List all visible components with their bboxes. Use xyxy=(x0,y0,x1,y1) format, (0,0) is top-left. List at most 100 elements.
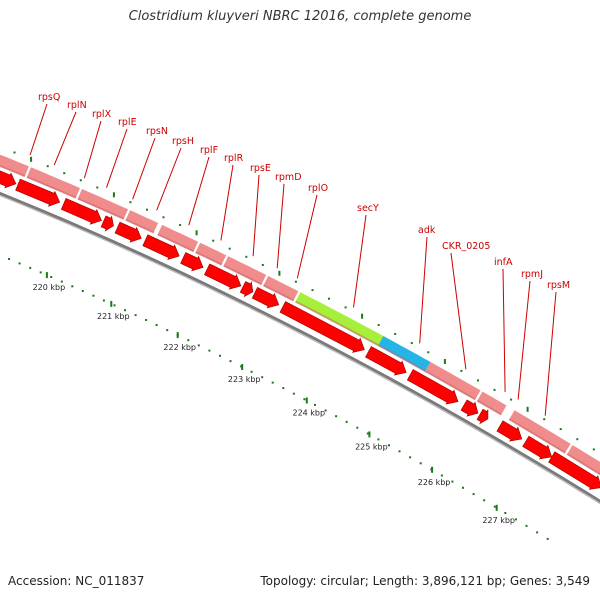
track-tick xyxy=(410,342,413,345)
gene-label-secy: secY xyxy=(357,203,379,214)
track-gene-13 xyxy=(509,410,571,454)
ruler-major-tick xyxy=(241,364,244,370)
ruler-major-tick xyxy=(176,332,179,339)
genome-summary-text: Topology: circular; Length: 3,896,121 bp… xyxy=(260,574,590,588)
leader-rplr xyxy=(220,164,234,241)
leader-rpsh xyxy=(156,147,182,211)
ruler-dot xyxy=(314,403,316,406)
cds-arrow-15 xyxy=(496,420,523,442)
ruler-dot xyxy=(324,409,327,412)
track-gene-shadow-12 xyxy=(492,409,502,416)
ruler-dot xyxy=(525,524,528,527)
gene-label-rplr: rplR xyxy=(224,153,244,164)
gene-label-rpln: rplN xyxy=(67,100,87,111)
leader-rpse xyxy=(252,174,260,257)
gene-label-infa: infA xyxy=(494,257,513,268)
ruler-dot xyxy=(462,486,464,489)
kbp-label: 227 kbp xyxy=(482,516,515,525)
ruler-dot xyxy=(261,376,264,379)
track-tick xyxy=(510,398,513,401)
track-gene-8 xyxy=(295,292,384,346)
leader-rpmd xyxy=(276,183,285,269)
leader-rplf xyxy=(188,156,210,226)
gene-label-rpse: rpsE xyxy=(250,163,271,174)
cds-arrow-0 xyxy=(0,170,17,189)
track-tick xyxy=(30,156,33,162)
ruler-dot xyxy=(271,381,274,384)
track-tick xyxy=(129,201,132,204)
track-gene-9 xyxy=(378,336,431,372)
ruler-dot xyxy=(356,426,359,429)
ruler-dot xyxy=(187,339,190,342)
track-tick xyxy=(311,289,314,292)
kbp-label: 221 kbp xyxy=(97,312,130,321)
track-tick xyxy=(493,388,496,391)
ruler-dot xyxy=(345,420,348,423)
cds-arrow-3 xyxy=(100,215,114,232)
ruler-dot xyxy=(124,309,126,312)
track-tick xyxy=(443,359,446,364)
track-tick xyxy=(179,224,182,226)
leader-secy xyxy=(353,214,367,308)
track-gene-shadow-4 xyxy=(157,233,195,253)
track-gene-shadow-10 xyxy=(424,370,476,401)
leader-rpsm xyxy=(544,291,557,416)
cds-arrow-2 xyxy=(60,198,102,225)
cds-arrow-5 xyxy=(142,234,180,260)
cds-arrow-track xyxy=(0,170,600,490)
ruler-dot xyxy=(536,531,539,534)
track-tick xyxy=(294,280,297,283)
gene-label-rpsq: rpsQ xyxy=(38,92,60,103)
gene-label-rpsm: rpsM xyxy=(547,280,570,291)
track-gene-3 xyxy=(125,210,159,233)
ruler-dot xyxy=(409,456,412,459)
cds-arrow-10 xyxy=(279,301,365,353)
cds-arrow-8 xyxy=(239,281,254,298)
track-tick xyxy=(543,418,546,421)
cds-arrow-7 xyxy=(203,263,242,290)
gene-track xyxy=(0,154,600,476)
ruler-major-tick xyxy=(305,397,308,404)
cds-arrow-16 xyxy=(522,435,553,460)
ruler-dot xyxy=(398,450,401,453)
ruler-dot xyxy=(60,280,63,283)
gene-label-rple: rplE xyxy=(118,117,137,128)
track-tick xyxy=(526,406,529,412)
ruler-dot xyxy=(208,349,211,352)
ruler-dot xyxy=(71,285,74,288)
track-gene-shadow-6 xyxy=(223,264,262,286)
leader-infa xyxy=(502,268,506,392)
track-tick xyxy=(112,192,115,198)
track-tick xyxy=(162,216,165,219)
ruler-major-tick xyxy=(368,431,371,438)
track-tick xyxy=(394,333,397,335)
track-gene-shadow-3 xyxy=(125,218,155,234)
gene-label-rplx: rplX xyxy=(92,109,112,120)
track-tick xyxy=(13,151,16,154)
ruler-dot xyxy=(113,304,116,307)
leader-rpln xyxy=(53,111,77,166)
gene-label-ckr_0205: CKR_0205 xyxy=(442,241,490,252)
ruler-dot xyxy=(50,276,53,278)
kbp-label: 226 kbp xyxy=(418,478,451,487)
track-gene-7 xyxy=(263,276,299,301)
track-tick xyxy=(46,165,49,168)
ruler-dot xyxy=(155,324,158,326)
ruler-dot xyxy=(514,518,517,521)
map-title: Clostridium kluyveri NBRC 12016, complet… xyxy=(128,9,472,24)
kbp-label: 225 kbp xyxy=(355,442,388,451)
track-tick xyxy=(559,428,562,431)
ruler-dot xyxy=(377,438,380,441)
ruler-dot xyxy=(197,344,200,347)
gene-label-rplo: rplO xyxy=(308,183,328,194)
leader-rpmj xyxy=(517,280,531,400)
track-gene-shadow-1 xyxy=(26,176,77,199)
cds-arrow-12 xyxy=(406,369,459,405)
track-tick xyxy=(146,208,148,211)
track-tick xyxy=(278,270,281,276)
leader-ckr_0205 xyxy=(450,252,467,370)
leader-rple xyxy=(106,128,128,188)
track-gene-14 xyxy=(566,445,600,475)
ruler-dot xyxy=(493,505,496,508)
kbp-label: 222 kbp xyxy=(163,343,196,352)
